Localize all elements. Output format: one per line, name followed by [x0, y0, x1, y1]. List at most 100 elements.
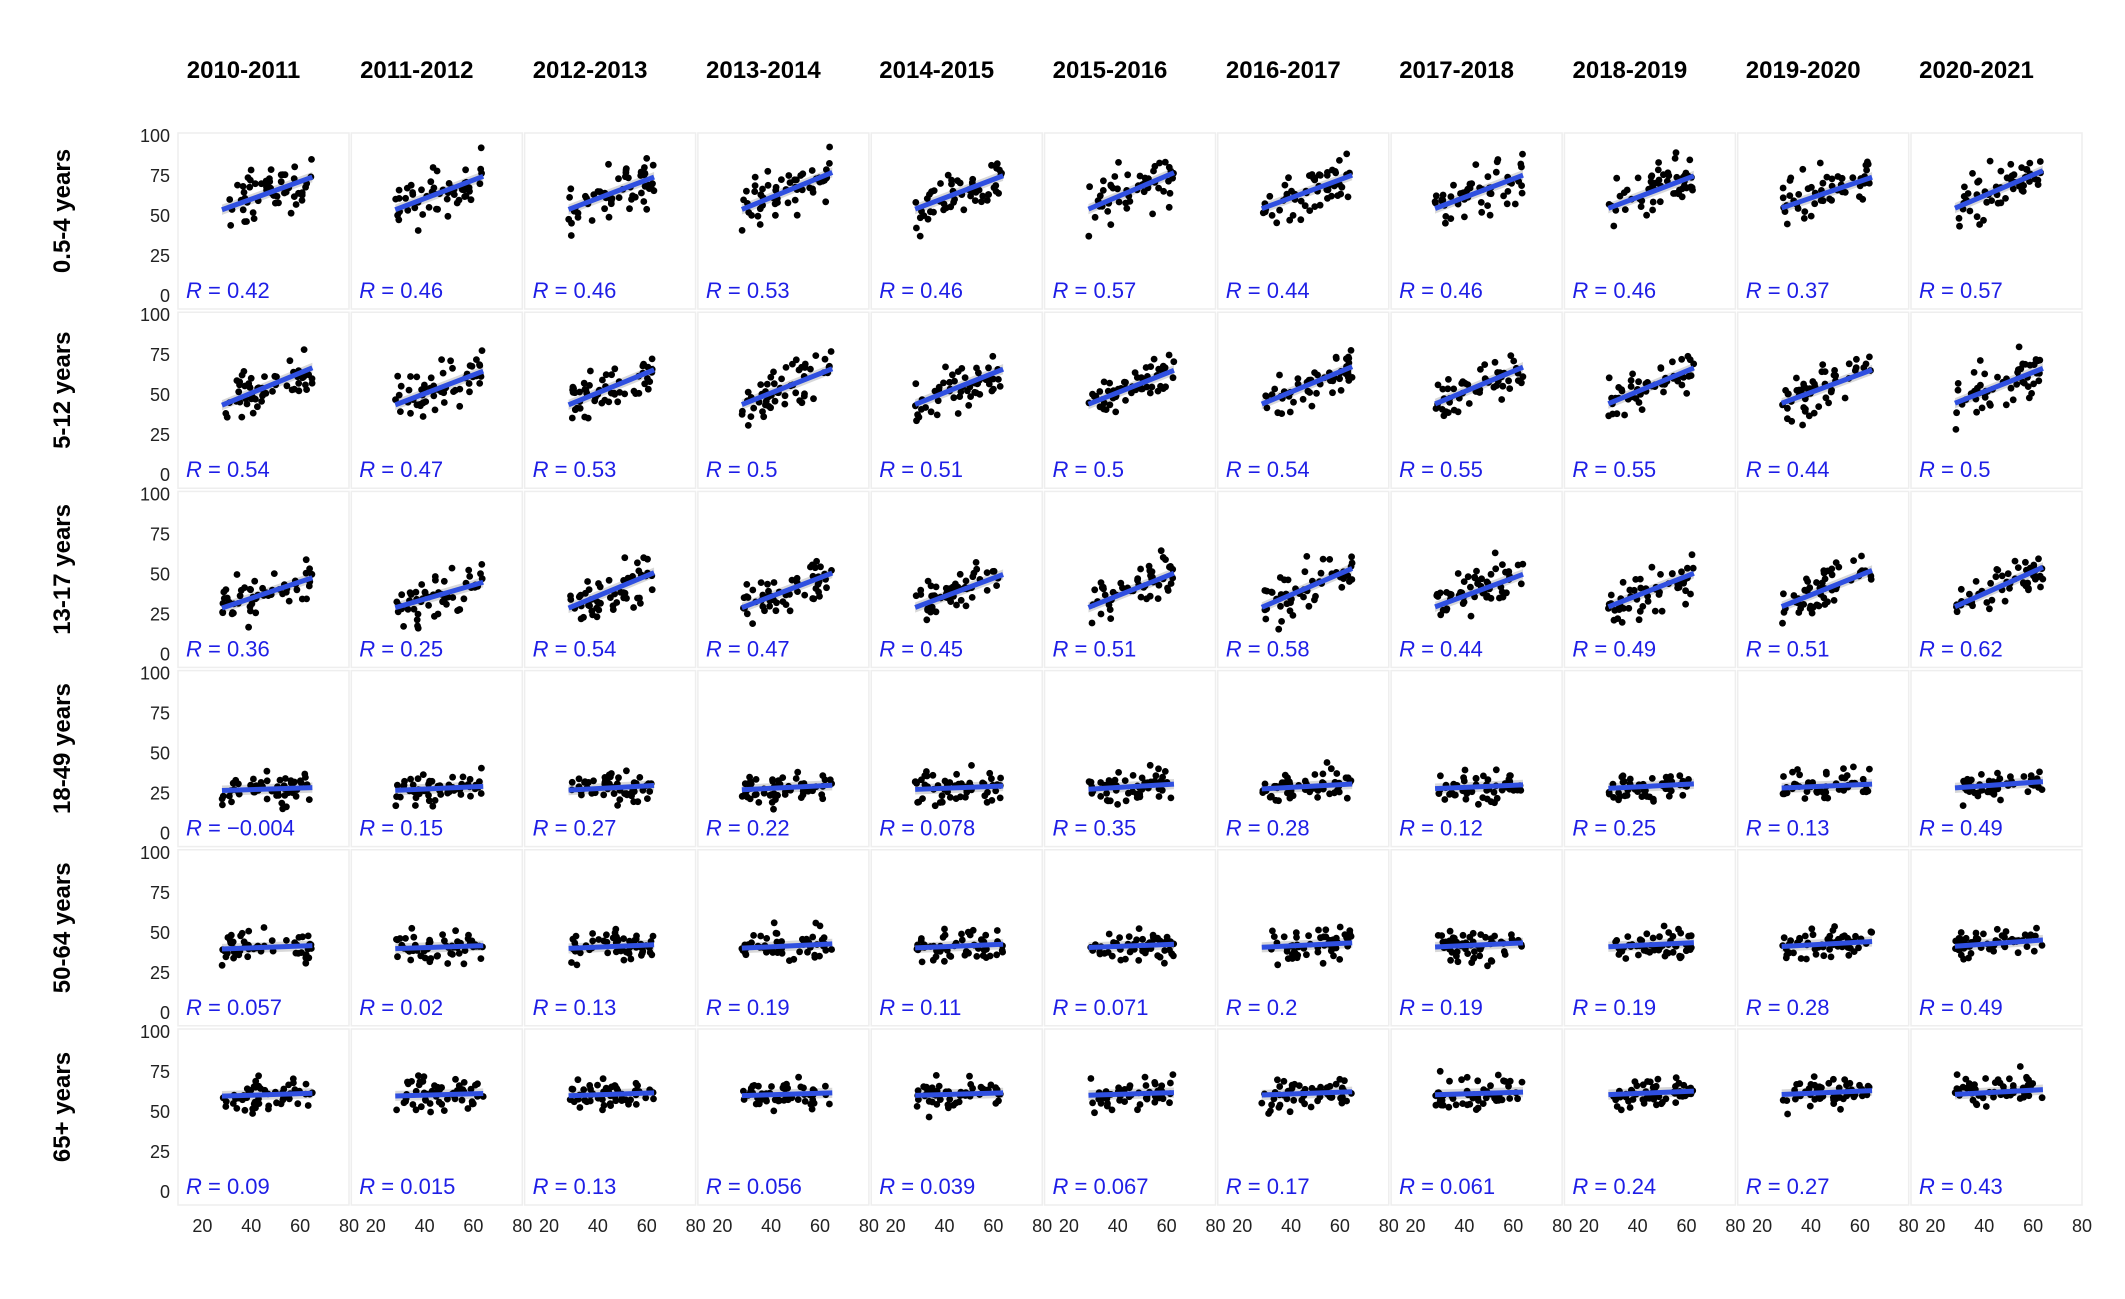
data-point: [965, 402, 973, 409]
data-point: [772, 211, 779, 219]
data-point: [1104, 208, 1112, 215]
regression-line: [740, 170, 834, 212]
facet-panel: [1736, 849, 1910, 1027]
data-point: [467, 196, 475, 204]
facet-panel: [697, 669, 870, 848]
data-point: [1289, 792, 1297, 800]
data-point: [644, 375, 651, 382]
x-tick-label: 60: [983, 1216, 1003, 1236]
regression-line: [1087, 170, 1175, 212]
x-tick-label: 80: [1552, 1216, 1572, 1236]
data-point: [427, 1108, 434, 1116]
data-point: [1432, 192, 1440, 200]
data-point: [241, 382, 249, 390]
data-point: [759, 185, 766, 193]
data-point: [569, 389, 577, 396]
data-point: [924, 215, 932, 223]
data-point: [302, 959, 310, 967]
regression-line: [1608, 940, 1694, 950]
data-point: [1511, 200, 1519, 208]
y-tick-label: 75: [150, 883, 170, 903]
correlation-label: R = 0.44: [1399, 636, 1483, 661]
data-point: [416, 1078, 424, 1086]
data-point: [404, 206, 412, 214]
data-point: [949, 371, 956, 379]
data-point: [792, 389, 800, 397]
data-point: [1337, 387, 1345, 394]
data-point: [1347, 347, 1355, 354]
regression-line: [1261, 781, 1353, 792]
data-point: [785, 172, 793, 179]
regression-line: [1780, 367, 1873, 406]
data-point: [620, 935, 627, 942]
data-point: [749, 1082, 757, 1090]
data-point: [1293, 934, 1300, 941]
data-point: [415, 1072, 422, 1079]
data-point: [1154, 952, 1162, 959]
data-point: [466, 573, 474, 580]
data-point: [1276, 1101, 1284, 1109]
data-point: [257, 779, 265, 786]
x-tick-label: 60: [637, 1216, 657, 1236]
data-point: [614, 398, 622, 406]
data-point: [397, 408, 404, 415]
data-point: [1494, 156, 1502, 163]
x-tick-label: 80: [1205, 1216, 1225, 1236]
data-point: [1800, 601, 1808, 608]
data-point: [1829, 927, 1837, 934]
data-point: [627, 955, 635, 963]
data-point: [1294, 375, 1302, 382]
data-point: [1810, 1073, 1818, 1080]
data-point: [1308, 1084, 1316, 1092]
data-point: [1953, 409, 1960, 417]
data-point: [644, 555, 651, 563]
correlation-label: R = 0.62: [1919, 636, 2003, 661]
regression-line: [1088, 941, 1175, 951]
data-point: [767, 373, 775, 381]
data-point: [219, 608, 227, 616]
data-point: [575, 775, 583, 783]
data-point: [623, 767, 630, 775]
data-point: [298, 197, 306, 204]
data-point: [478, 347, 486, 354]
data-point: [1662, 1095, 1670, 1103]
x-tick-label: 80: [1379, 1216, 1399, 1236]
data-point: [243, 218, 250, 225]
data-point: [1343, 150, 1351, 158]
data-point: [238, 413, 246, 421]
data-point: [1280, 1077, 1288, 1085]
data-point: [1464, 381, 1472, 388]
data-point: [914, 411, 921, 419]
correlation-label: R = 0.067: [1053, 1174, 1149, 1199]
data-point: [1447, 193, 1455, 201]
data-point: [425, 204, 433, 211]
facet-panel: [1736, 669, 1910, 848]
x-tick-label: 60: [1157, 1216, 1177, 1236]
regression-line: [915, 1090, 1004, 1098]
data-point: [1841, 189, 1849, 196]
data-point: [1783, 1097, 1791, 1104]
data-point: [942, 363, 949, 371]
data-point: [1106, 401, 1114, 409]
data-point: [465, 184, 473, 192]
data-point: [2027, 931, 2035, 939]
data-point: [764, 167, 772, 175]
data-point: [1503, 589, 1510, 597]
data-point: [913, 1103, 921, 1110]
data-point: [632, 1079, 640, 1087]
data-point: [650, 1095, 657, 1103]
data-point: [601, 779, 609, 787]
facet-panel: [1217, 669, 1390, 848]
data-point: [966, 1072, 973, 1080]
correlation-label: R = 0.46: [1572, 278, 1656, 303]
regression-line: [567, 367, 656, 408]
regression-line: [740, 366, 834, 407]
data-point: [250, 775, 257, 783]
data-point: [1348, 374, 1356, 381]
data-point: [1675, 925, 1682, 933]
data-point: [1828, 571, 1836, 579]
data-point: [988, 797, 996, 804]
data-point: [1633, 1082, 1641, 1090]
data-point: [978, 198, 985, 206]
data-point: [627, 1096, 634, 1104]
